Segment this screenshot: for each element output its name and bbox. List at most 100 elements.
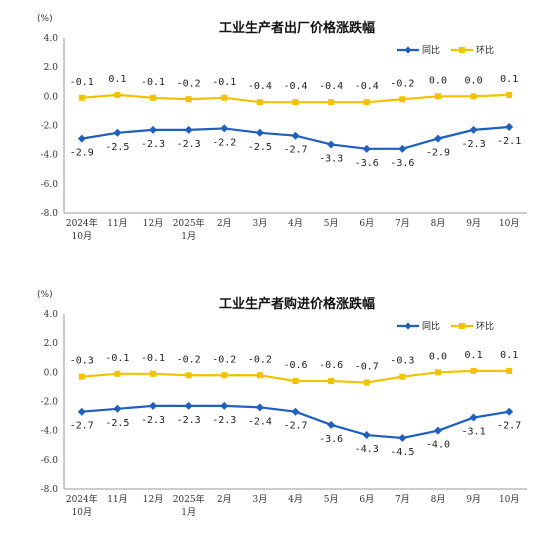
data-point (149, 125, 158, 134)
y-tick-label: 0.0 (44, 368, 59, 378)
data-label: -4.0 (426, 440, 450, 451)
x-tick-label: 2月 (217, 494, 232, 505)
x-tick-label: 2025年 (173, 493, 205, 505)
x-tick-label: 2024年 (66, 217, 98, 229)
x-tick-label: 4月 (288, 494, 303, 505)
data-point (505, 122, 514, 131)
data-point (77, 134, 86, 143)
chart-export-price: (%) 工业生产者出厂价格涨跌幅 4.0 2.0 0.0 -2.0 -4.0 -6.0 -8.0… (0, 0, 549, 260)
chart-svg: (%) 工业生产者购进价格涨跌幅 4.0 2.0 0.0 -2.0 -4.0 -6.0 -8.0… (37, 290, 527, 518)
data-label: -2.7 (283, 421, 307, 432)
data-point (399, 96, 406, 103)
data-point (78, 94, 85, 101)
x-tick-label: 1月 (181, 231, 196, 242)
data-label: -0.4 (355, 81, 379, 92)
data-point (506, 91, 513, 98)
data-label: 0.1 (465, 350, 483, 361)
y-tick-label: 4.0 (44, 34, 59, 44)
data-label: 0.0 (429, 75, 447, 86)
data-point (184, 401, 193, 410)
data-label: -2.3 (462, 139, 486, 150)
data-point (328, 99, 335, 106)
data-label: -3.6 (355, 158, 379, 169)
data-label: 0.1 (108, 74, 126, 85)
data-point (363, 379, 370, 386)
data-point (255, 403, 264, 412)
data-point (77, 407, 86, 416)
x-tick-label: 10月 (72, 507, 92, 518)
data-point (114, 91, 121, 98)
data-label: -0.2 (248, 354, 272, 365)
data-point (185, 372, 192, 379)
data-point (399, 373, 406, 380)
data-label: -2.5 (105, 142, 129, 153)
data-point (470, 367, 477, 374)
y-tick-label: -8.0 (41, 209, 59, 219)
data-label: 0.0 (465, 75, 483, 86)
data-label: -0.6 (319, 360, 343, 371)
y-tick-label: 0.0 (44, 92, 59, 102)
data-point (113, 404, 122, 413)
data-point (113, 128, 122, 137)
data-point (469, 125, 478, 134)
x-tick-label: 5月 (324, 494, 339, 505)
data-point (328, 378, 335, 385)
data-label: 0.1 (500, 350, 518, 361)
chart-svg: (%) 工业生产者出厂价格涨跌幅 4.0 2.0 0.0 -2.0 -4.0 -6.0 -8.0… (37, 14, 527, 242)
x-tick-label: 9月 (466, 218, 481, 229)
data-point (78, 373, 85, 380)
y-tick-label: -4.0 (41, 427, 59, 437)
data-label: -2.3 (141, 139, 165, 150)
data-label: -2.9 (426, 148, 450, 159)
legend-marker (404, 46, 412, 54)
data-label: -0.2 (390, 78, 414, 89)
data-label: -0.1 (70, 77, 94, 88)
data-label: -2.5 (248, 142, 272, 153)
data-label: -0.4 (283, 81, 307, 92)
data-point (434, 369, 441, 376)
chart-title: 工业生产者购进价格涨跌幅 (219, 296, 375, 312)
x-tick-label: 6月 (359, 494, 374, 505)
data-label: -2.7 (283, 145, 307, 156)
data-point (185, 96, 192, 103)
legend-label: 环比 (476, 44, 494, 56)
data-point (327, 140, 336, 149)
x-tick-label: 1月 (181, 507, 196, 518)
y-tick-label: -2.0 (41, 398, 59, 408)
data-point (256, 99, 263, 106)
data-point (220, 401, 229, 410)
data-point (220, 124, 229, 133)
data-label: -2.4 (248, 416, 272, 427)
y-tick-label: 2.0 (44, 339, 59, 349)
data-label: -4.5 (390, 447, 414, 458)
data-point (363, 99, 370, 106)
data-label: -2.1 (497, 136, 521, 147)
data-point (362, 431, 371, 440)
data-point (255, 128, 264, 137)
x-tick-label: 8月 (431, 218, 446, 229)
chart-title: 工业生产者出厂价格涨跌幅 (219, 20, 375, 36)
data-label: -2.7 (70, 421, 94, 432)
data-label: -0.1 (105, 353, 129, 364)
x-tick-label: 11月 (107, 218, 127, 229)
data-point (292, 99, 299, 106)
x-tick-label: 10月 (72, 231, 92, 242)
x-tick-label: 7月 (395, 494, 410, 505)
x-tick-label: 5月 (324, 218, 339, 229)
data-label: 0.1 (500, 74, 518, 85)
data-point (221, 94, 228, 101)
data-label: -3.3 (319, 153, 343, 164)
x-tick-label: 2月 (217, 218, 232, 229)
legend-label: 同比 (422, 44, 440, 56)
data-label: -0.2 (177, 354, 201, 365)
data-label: -0.1 (141, 77, 165, 88)
legend-marker (459, 47, 465, 53)
x-tick-label: 3月 (253, 218, 268, 229)
data-point (506, 367, 513, 374)
x-tick-label: 6月 (359, 218, 374, 229)
legend-label: 同比 (422, 320, 440, 332)
data-point (256, 372, 263, 379)
data-label: -3.6 (319, 434, 343, 445)
x-tick-label: 10月 (499, 218, 519, 229)
chart-purchase-price: (%) 工业生产者购进价格涨跌幅 4.0 2.0 0.0 -2.0 -4.0 -6.0 -8.0… (0, 276, 549, 536)
